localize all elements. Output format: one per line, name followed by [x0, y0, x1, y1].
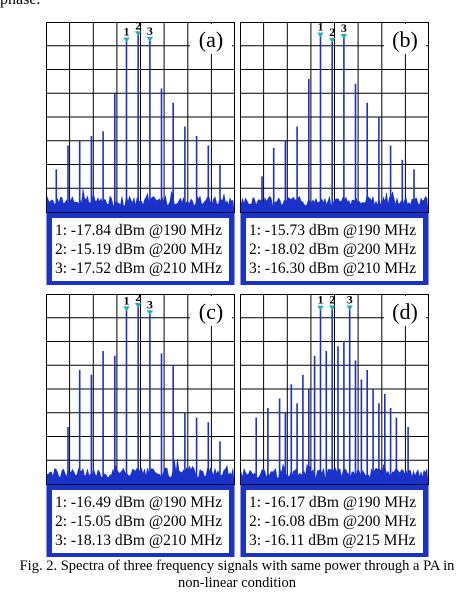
marker-triangle: [135, 303, 142, 308]
spectrum-chart-svg: 1 23 (c) 1: -16.49 dBm @190 MHz 2: -15.05 dB…: [46, 294, 235, 557]
marker-triangle: [123, 37, 130, 43]
marker-triangle: [329, 38, 336, 43]
noise-floor-trace: [240, 463, 429, 485]
marker-readout-line: 1: -16.49 dBm @190 MHz: [55, 494, 222, 511]
marker-triangle: [146, 310, 154, 316]
noise-floor-trace: [46, 458, 235, 485]
marker-readout-line: 1: -16.17 dBm @190 MHz: [249, 494, 416, 511]
marker-triangle: [346, 305, 353, 311]
panel-label: (c): [199, 299, 223, 324]
marker-number-label: 2: [329, 25, 335, 39]
marker-triangle: [317, 305, 324, 311]
panel-label: (d): [392, 299, 418, 324]
marker-number-label: 2: [329, 294, 335, 306]
marker-number-label: 3: [147, 24, 153, 38]
panel-label-box: [190, 24, 232, 54]
caption-line-2: non-linear condition: [178, 575, 296, 591]
marker-readout-line: 1: -17.84 dBm @190 MHz: [55, 222, 222, 239]
marker-triangle: [329, 305, 336, 311]
marker-triangle: [146, 36, 154, 42]
caption-line-1: Fig. 2. Spectra of three frequency signa…: [19, 558, 455, 574]
readout-background: [246, 490, 423, 553]
readout-background: [52, 490, 229, 553]
marker-number-label: 3: [147, 297, 153, 311]
marker-number-label: 3: [347, 294, 353, 307]
marker-number-label: 1: [124, 294, 130, 307]
marker-triangle: [340, 34, 348, 39]
spectrum-chart-svg: 1 2 3 (d) 1: -16.17 dBm @190 MHz 2: -16.08 dB…: [240, 294, 429, 557]
marker-readout-line: 1: -15.73 dBm @190 MHz: [249, 222, 416, 239]
marker-number-label: 3: [341, 22, 347, 35]
noise-floor-trace: [240, 191, 429, 213]
spectrum-panel-a: 1 2 3 (a) 1: -17.84 dBm @190 MHz 2: -15.19 dB…: [46, 22, 235, 286]
marker-readout-line: 3: -16.11 dBm @215 MHz: [249, 532, 416, 549]
top-text-fragment: phase.: [0, 0, 40, 9]
readout-background: [52, 218, 229, 281]
noise-floor-trace: [46, 189, 235, 213]
marker-number-label: 1: [124, 25, 130, 39]
marker-number-label: 2: [135, 294, 141, 304]
readout-background: [246, 218, 423, 281]
marker-readout-line: 2: -15.19 dBm @200 MHz: [55, 241, 222, 258]
marker-triangle: [135, 31, 142, 37]
panel-label-box: [384, 296, 426, 326]
marker-readout-line: 3: -17.52 dBm @210 MHz: [55, 260, 222, 277]
marker-readout-line: 2: -15.05 dBm @200 MHz: [55, 513, 222, 530]
spectrum-panel-d: 1 2 3 (d) 1: -16.17 dBm @190 MHz 2: -16.08 dB…: [240, 294, 429, 558]
marker-number-label: 2: [135, 22, 141, 32]
marker-readout-line: 2: -16.08 dBm @200 MHz: [249, 513, 416, 530]
marker-number-label: 1: [318, 294, 324, 307]
spectrum-panel-c: 1 2 3 (c) 1: -16.49 dBm @190 MHz 2: -15.05 dB…: [46, 294, 235, 558]
panel-label-box: [190, 296, 232, 326]
marker-readout-line: 3: -18.13 dBm @210 MHz: [55, 532, 222, 549]
marker-triangle: [317, 32, 324, 38]
panel-label: (a): [199, 27, 223, 52]
marker-triangle: [123, 306, 130, 312]
spectrum-chart-svg: 1 2 3 (a) 1: -17.84 dBm @190 MHz 2: -15.19 dB…: [46, 22, 235, 285]
panel-label: (b): [392, 27, 418, 52]
marker-readout-line: 2: -18.02 dBm @200 MHz: [249, 241, 416, 258]
spectrum-chart-svg: 1 2 3 (b) 1: -15.73 dBm @190 MHz 2: -18.02 dB…: [240, 22, 429, 285]
panel-label-box: [384, 24, 426, 54]
marker-number-label: 1: [318, 22, 324, 34]
marker-readout-line: 3: -16.30 dBm @210 MHz: [249, 260, 416, 277]
spectrum-panel-b: 1 2 3 (b) 1: -15.73 dBm @190 MHz 2: -18.02 dB…: [240, 22, 429, 286]
figure-caption: Fig. 2. Spectra of three frequency signa…: [0, 558, 474, 592]
